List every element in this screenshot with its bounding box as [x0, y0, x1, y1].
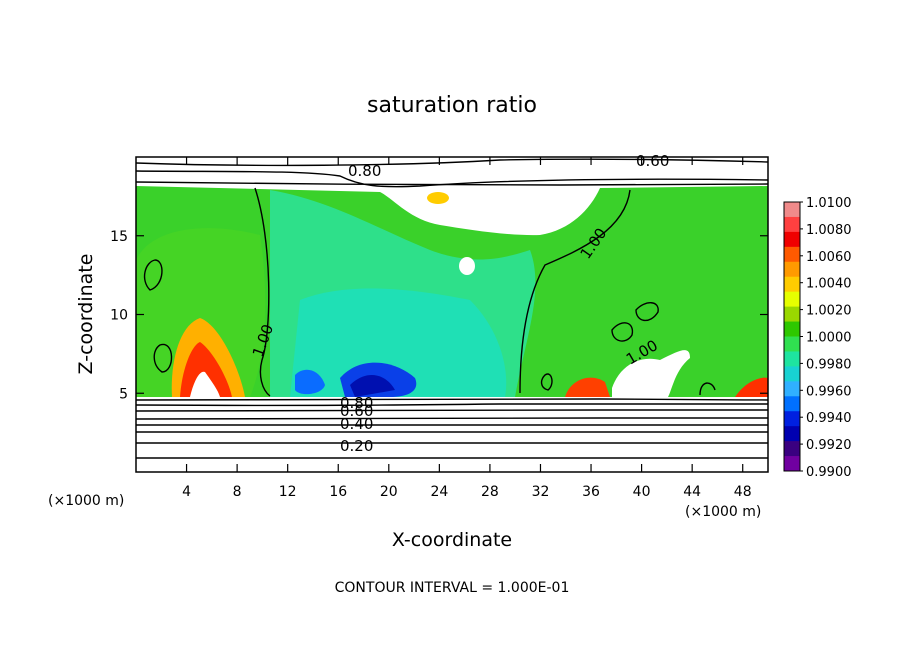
colorbar-swatch [784, 216, 800, 233]
x-tick-label: 24 [430, 484, 448, 500]
x-tick-label: 20 [380, 484, 398, 500]
colorbar-swatch [784, 456, 800, 472]
saturation-field [136, 157, 768, 472]
x-tick-label: 12 [279, 484, 297, 500]
colorbar-swatch [784, 366, 800, 382]
x-axis: 4 8 12 16 20 24 28 32 36 40 44 48 [182, 157, 752, 500]
x-tick-label: 44 [683, 484, 701, 500]
y-axis: 5 10 15 [110, 229, 768, 402]
x-tick-label: 4 [182, 484, 191, 500]
colorbar-swatch [784, 411, 800, 427]
region-lime [136, 228, 266, 397]
contour-interval-note: CONTOUR INTERVAL = 1.000E-01 [335, 580, 570, 596]
region-hot-left-3 [190, 371, 220, 397]
region-yellow-spot [427, 192, 449, 204]
y-tick-label: 5 [119, 386, 128, 402]
contour-label: 0.60 [340, 402, 373, 420]
colorbar-swatch [784, 441, 800, 457]
x-tick-label: 40 [633, 484, 651, 500]
colorbar-swatch [784, 231, 800, 248]
colorbar-swatch [784, 276, 800, 293]
y-tick-label: 15 [110, 229, 128, 245]
colorbar-swatch [784, 261, 800, 278]
x-tick-label: 32 [532, 484, 550, 500]
colorbar-label: 0.9940 [806, 411, 852, 426]
colorbar-swatch [784, 336, 800, 352]
region-hot-right [565, 377, 610, 397]
y-tick-label: 10 [110, 308, 128, 324]
colorbar-label: 1.0040 [806, 277, 852, 292]
x-tick-label: 48 [734, 484, 752, 500]
contour-label: 0.80 [348, 162, 381, 180]
x-tick-label: 16 [329, 484, 347, 500]
colorbar-label: 0.9900 [806, 465, 852, 480]
colorbar-label: 0.9920 [806, 438, 852, 453]
colorbar-label: 0.9960 [806, 384, 852, 399]
region-lower-white [136, 397, 768, 472]
colorbar-swatch [784, 426, 800, 442]
colorbar-swatch [784, 246, 800, 263]
colorbar-swatch [784, 291, 800, 308]
colorbar-swatch [784, 381, 800, 397]
colorbar-label: 1.0060 [806, 250, 852, 265]
region-hot-right-2 [735, 377, 768, 397]
colorbar-swatch [784, 396, 800, 412]
x-tick-label: 36 [582, 484, 600, 500]
x-axis-label: X-coordinate [392, 529, 512, 551]
region-teal-2 [290, 288, 507, 397]
colorbar-swatch [784, 306, 800, 323]
colorbar-swatch [784, 202, 800, 218]
region-upper-white [136, 157, 768, 236]
x-unit-label: (×1000 m) [685, 504, 761, 520]
colorbar: 1.0100 1.0080 1.0060 1.0040 1.0020 1.0000 0.99… [783, 196, 852, 480]
colorbar-swatch [784, 351, 800, 367]
x-tick-label: 28 [481, 484, 499, 500]
colorbar-swatch [784, 321, 800, 337]
y-axis-label: Z-coordinate [75, 254, 97, 375]
contour-label: 0.80 [340, 394, 373, 412]
colorbar-label: 1.0080 [806, 223, 852, 238]
region-cloud-right [612, 350, 690, 397]
region-blue-1 [295, 369, 325, 395]
contour-lines [136, 158, 768, 459]
colorbar-label: 1.0000 [806, 331, 852, 346]
x-tick-label: 8 [233, 484, 242, 500]
colorbar-label: 0.9980 [806, 357, 852, 372]
region-hot-left-2 [180, 342, 232, 397]
colorbar-label: 1.0020 [806, 304, 852, 319]
contour-label: 0.40 [340, 415, 373, 433]
region-blue-3 [350, 374, 395, 397]
chart-title: saturation ratio [367, 93, 537, 118]
y-unit-label: (×1000 m) [48, 493, 124, 509]
colorbar-label: 1.0100 [806, 196, 852, 211]
contour-label: 0.20 [340, 437, 373, 455]
region-cloud-small [459, 257, 475, 275]
